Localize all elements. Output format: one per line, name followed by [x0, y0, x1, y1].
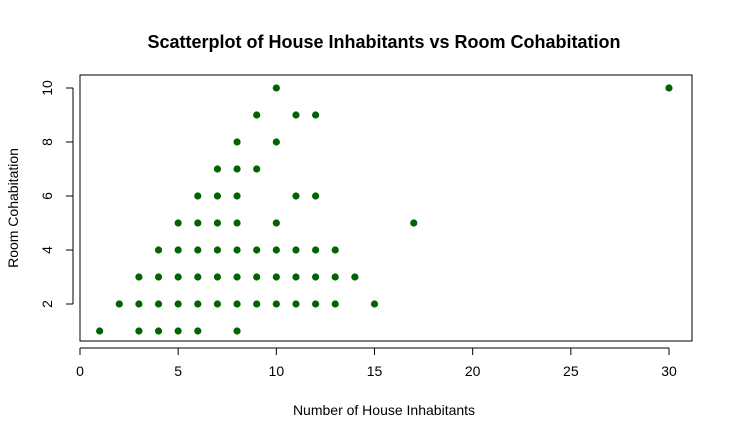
data-point — [292, 246, 300, 254]
data-point — [194, 246, 202, 254]
data-point — [233, 165, 241, 173]
data-point — [370, 300, 379, 308]
data-point — [351, 273, 359, 281]
data-point — [331, 273, 339, 281]
data-point — [174, 246, 182, 254]
x-tick-label: 15 — [367, 363, 383, 379]
data-point — [233, 138, 241, 146]
chart-title: Scatterplot of House Inhabitants vs Room… — [147, 32, 620, 52]
data-point — [213, 192, 222, 200]
data-point — [292, 192, 300, 200]
data-point — [154, 246, 163, 254]
data-point — [665, 84, 673, 92]
data-point — [174, 327, 182, 335]
x-tick-label: 20 — [465, 363, 481, 379]
data-point — [312, 273, 320, 281]
y-axis-label: Room Cohabitation — [5, 148, 21, 268]
data-point — [135, 300, 143, 308]
data-point — [233, 327, 241, 335]
data-point — [233, 219, 241, 227]
data-point — [292, 111, 300, 119]
data-point — [253, 300, 261, 308]
data-point — [253, 246, 261, 254]
data-point — [194, 273, 202, 281]
y-tick-label: 2 — [39, 300, 55, 308]
data-point — [253, 111, 261, 119]
data-point — [312, 192, 320, 200]
data-point — [312, 246, 320, 254]
x-tick-label: 5 — [174, 363, 182, 379]
data-point — [233, 192, 241, 200]
y-axis: 2 4 6 8 10 — [39, 80, 74, 308]
data-point — [154, 327, 163, 335]
data-point — [213, 165, 222, 173]
y-tick-label: 8 — [39, 138, 55, 146]
data-point — [253, 273, 261, 281]
y-tick-label: 10 — [39, 80, 55, 96]
data-point — [272, 246, 280, 254]
data-point — [272, 138, 280, 146]
data-point — [253, 165, 261, 173]
x-axis: 0 5 10 15 20 25 30 — [76, 347, 677, 379]
data-point — [233, 273, 241, 281]
data-point — [272, 273, 280, 281]
data-point — [194, 327, 202, 335]
data-point — [272, 219, 280, 227]
y-tick-label: 6 — [39, 192, 55, 200]
data-point — [194, 192, 202, 200]
data-point — [115, 300, 123, 308]
data-point — [213, 273, 222, 281]
data-point — [135, 273, 143, 281]
data-point — [331, 300, 339, 308]
data-point — [312, 300, 320, 308]
plot-frame — [79, 74, 693, 342]
data-point — [213, 300, 222, 308]
data-point — [135, 327, 143, 335]
data-point — [154, 273, 163, 281]
data-point — [272, 84, 280, 92]
x-tick-label: 0 — [76, 363, 84, 379]
data-point — [272, 300, 280, 308]
data-point — [174, 219, 182, 227]
x-axis-label: Number of House Inhabitants — [293, 402, 475, 418]
data-point — [194, 219, 202, 227]
data-point — [96, 327, 104, 335]
data-point — [292, 273, 300, 281]
x-tick-label: 25 — [563, 363, 579, 379]
y-tick-label: 4 — [39, 246, 55, 254]
data-point — [194, 300, 202, 308]
data-point — [331, 246, 339, 254]
data-point — [213, 246, 222, 254]
data-points — [96, 84, 673, 335]
data-point — [410, 219, 418, 227]
data-point — [233, 246, 241, 254]
data-point — [174, 300, 182, 308]
data-point — [233, 300, 241, 308]
x-tick-label: 30 — [661, 363, 677, 379]
data-point — [213, 219, 222, 227]
data-point — [154, 300, 163, 308]
data-point — [174, 273, 182, 281]
data-point — [312, 111, 320, 119]
x-tick-label: 10 — [269, 363, 285, 379]
data-point — [292, 300, 300, 308]
